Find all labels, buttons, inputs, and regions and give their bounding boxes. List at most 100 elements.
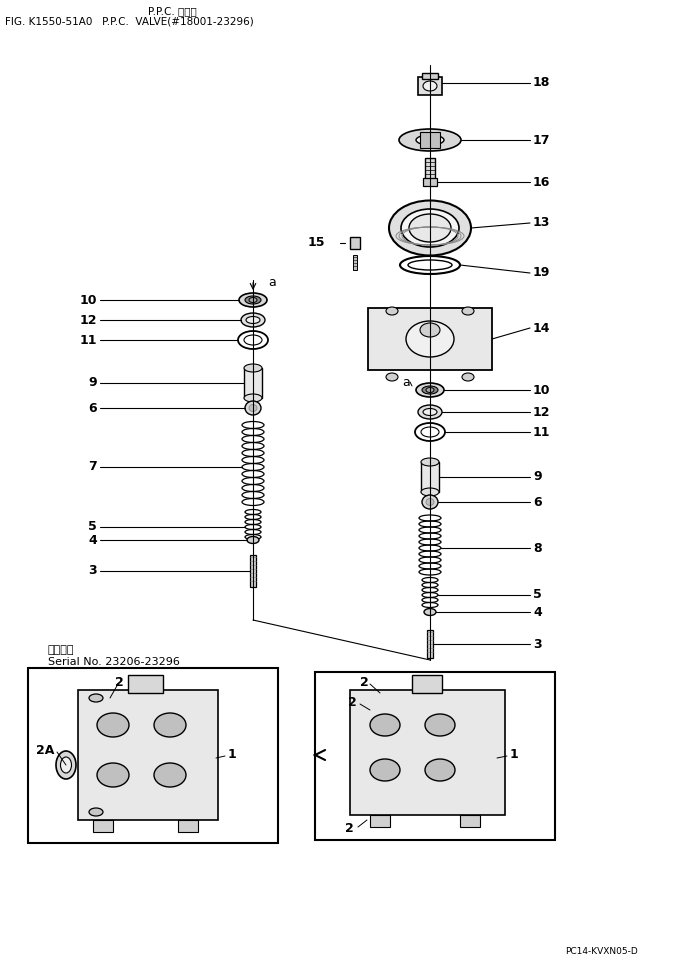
Ellipse shape bbox=[245, 401, 261, 415]
Ellipse shape bbox=[399, 129, 461, 151]
Ellipse shape bbox=[425, 759, 455, 781]
Bar bbox=[420, 132, 440, 148]
Ellipse shape bbox=[249, 405, 257, 412]
Text: 4: 4 bbox=[533, 606, 542, 618]
Ellipse shape bbox=[241, 313, 265, 327]
Ellipse shape bbox=[421, 458, 439, 466]
Ellipse shape bbox=[423, 409, 437, 415]
Text: 13: 13 bbox=[533, 216, 551, 230]
Ellipse shape bbox=[247, 537, 259, 544]
Text: P.P.C. バルブ: P.P.C. バルブ bbox=[148, 6, 197, 16]
Text: Serial No. 23206-23296: Serial No. 23206-23296 bbox=[48, 657, 180, 667]
Ellipse shape bbox=[89, 694, 103, 702]
Text: 14: 14 bbox=[533, 322, 551, 335]
Text: 1: 1 bbox=[510, 748, 519, 762]
Text: 7: 7 bbox=[88, 460, 97, 474]
Text: 17: 17 bbox=[533, 133, 551, 146]
Ellipse shape bbox=[370, 759, 400, 781]
Ellipse shape bbox=[244, 364, 262, 372]
Ellipse shape bbox=[386, 307, 398, 315]
Ellipse shape bbox=[89, 808, 103, 816]
Text: 2: 2 bbox=[115, 676, 124, 688]
Text: 12: 12 bbox=[79, 314, 97, 326]
Text: 3: 3 bbox=[88, 565, 97, 577]
Bar bbox=[418, 77, 442, 95]
Bar bbox=[370, 815, 390, 827]
Bar bbox=[412, 675, 442, 693]
Ellipse shape bbox=[245, 296, 261, 304]
Text: 5: 5 bbox=[88, 521, 97, 533]
Ellipse shape bbox=[249, 298, 257, 302]
Ellipse shape bbox=[370, 714, 400, 736]
Ellipse shape bbox=[401, 209, 459, 247]
Ellipse shape bbox=[244, 335, 262, 345]
Bar bbox=[368, 308, 492, 370]
Ellipse shape bbox=[421, 427, 439, 437]
Ellipse shape bbox=[425, 714, 455, 736]
Text: FIG. K1550-51A0   P.P.C.  VALVE(#18001-23296): FIG. K1550-51A0 P.P.C. VALVE(#18001-2329… bbox=[5, 17, 254, 27]
Text: 6: 6 bbox=[88, 402, 97, 414]
Ellipse shape bbox=[238, 331, 268, 349]
Ellipse shape bbox=[415, 423, 445, 441]
Ellipse shape bbox=[462, 373, 474, 381]
Bar bbox=[353, 255, 357, 270]
Ellipse shape bbox=[244, 394, 262, 402]
Bar bbox=[422, 73, 438, 79]
Ellipse shape bbox=[426, 499, 434, 505]
Text: 16: 16 bbox=[533, 175, 551, 189]
Text: 10: 10 bbox=[79, 294, 97, 306]
Ellipse shape bbox=[421, 488, 439, 496]
Text: 9: 9 bbox=[533, 471, 542, 483]
Ellipse shape bbox=[422, 495, 438, 509]
Text: 19: 19 bbox=[533, 266, 551, 279]
Text: a: a bbox=[268, 277, 276, 290]
Text: 11: 11 bbox=[533, 426, 551, 438]
Text: 1: 1 bbox=[228, 748, 237, 762]
Ellipse shape bbox=[406, 321, 454, 357]
Ellipse shape bbox=[420, 323, 440, 337]
Bar bbox=[423, 178, 437, 186]
Bar bbox=[421, 462, 439, 492]
Bar bbox=[350, 237, 360, 249]
Ellipse shape bbox=[409, 214, 451, 242]
Ellipse shape bbox=[56, 751, 76, 779]
Ellipse shape bbox=[416, 135, 444, 145]
Ellipse shape bbox=[389, 201, 471, 256]
Bar bbox=[460, 815, 480, 827]
Bar bbox=[178, 820, 198, 832]
Ellipse shape bbox=[418, 405, 442, 419]
Ellipse shape bbox=[416, 383, 444, 397]
Text: 10: 10 bbox=[533, 384, 551, 396]
Bar bbox=[250, 555, 256, 587]
Ellipse shape bbox=[422, 386, 438, 394]
Ellipse shape bbox=[426, 388, 434, 392]
Bar bbox=[427, 630, 433, 658]
Text: 6: 6 bbox=[533, 496, 542, 508]
Text: 9: 9 bbox=[88, 376, 97, 389]
Ellipse shape bbox=[462, 307, 474, 315]
Ellipse shape bbox=[423, 81, 437, 91]
Bar bbox=[78, 690, 218, 820]
Ellipse shape bbox=[386, 373, 398, 381]
Ellipse shape bbox=[97, 713, 129, 737]
Text: 適用号機: 適用号機 bbox=[48, 645, 75, 655]
Ellipse shape bbox=[400, 256, 460, 274]
Bar bbox=[315, 672, 555, 840]
Text: 2: 2 bbox=[345, 821, 354, 835]
Ellipse shape bbox=[60, 757, 71, 773]
Bar bbox=[350, 690, 505, 815]
Text: a: a bbox=[402, 375, 410, 389]
Text: 15: 15 bbox=[308, 236, 325, 250]
Text: 12: 12 bbox=[533, 406, 551, 418]
Ellipse shape bbox=[239, 293, 267, 307]
Text: 8: 8 bbox=[533, 542, 542, 554]
Text: 18: 18 bbox=[533, 77, 551, 90]
Bar bbox=[128, 675, 163, 693]
Bar bbox=[28, 668, 278, 843]
Text: 5: 5 bbox=[533, 589, 542, 602]
Bar bbox=[425, 158, 435, 180]
Ellipse shape bbox=[246, 317, 260, 323]
Text: 11: 11 bbox=[79, 333, 97, 346]
Text: PC14-KVXN05-D: PC14-KVXN05-D bbox=[565, 946, 638, 955]
Text: 4: 4 bbox=[88, 533, 97, 546]
